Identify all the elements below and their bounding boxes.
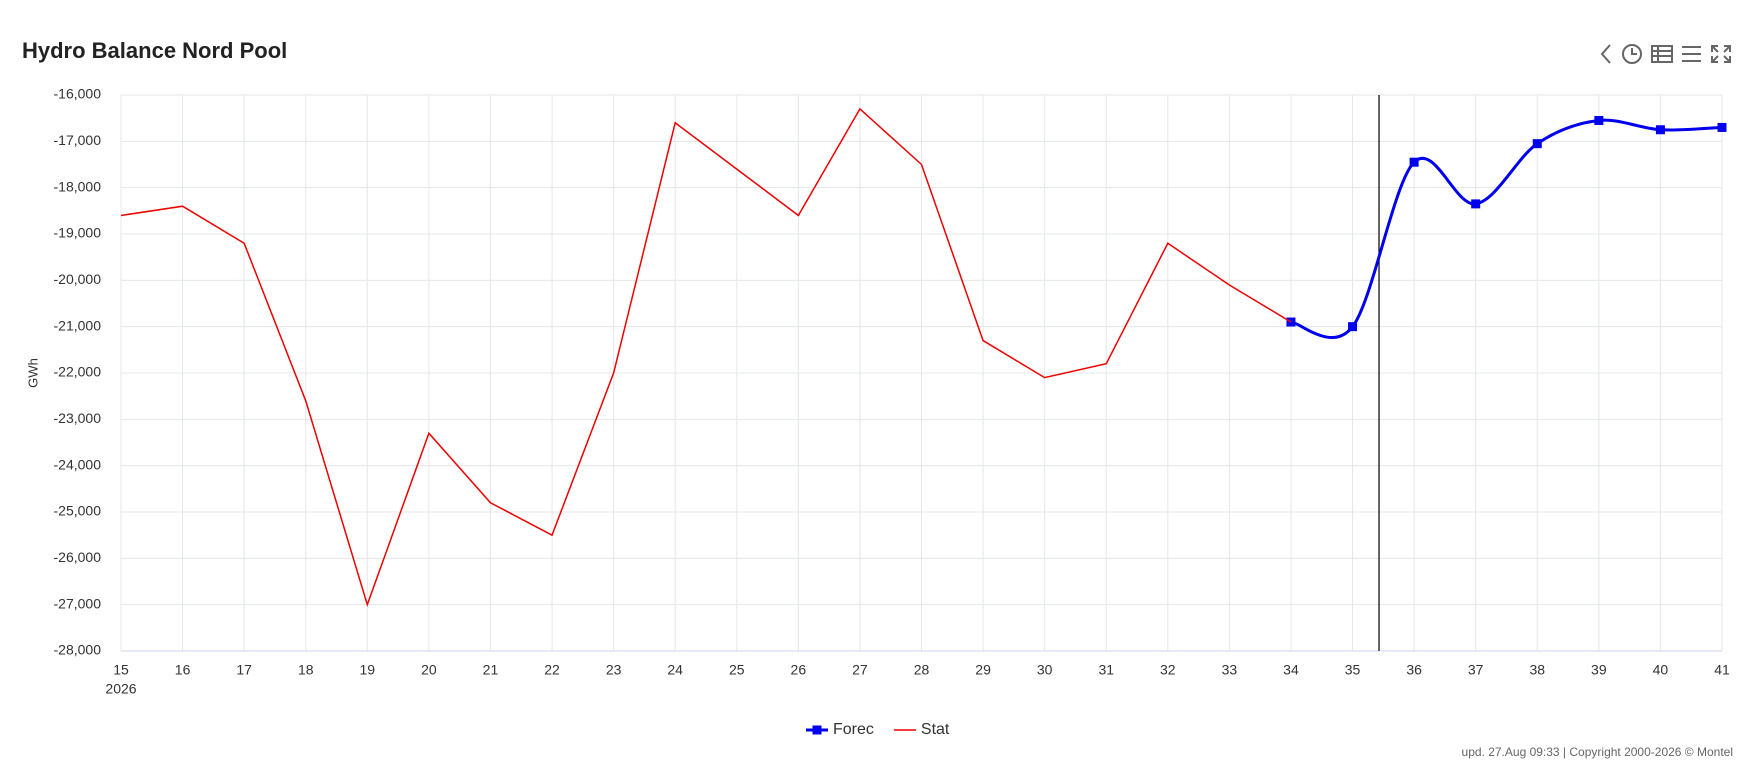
x-sublabel: 2026 bbox=[105, 681, 136, 697]
x-tick-label: 40 bbox=[1653, 662, 1669, 678]
point-marker bbox=[1409, 157, 1419, 167]
y-tick-label: -21,000 bbox=[54, 317, 102, 333]
toolbar[interactable] bbox=[1600, 44, 1731, 64]
x-tick-label: 16 bbox=[175, 662, 191, 678]
y-tick-label: -28,000 bbox=[54, 642, 102, 658]
x-tick-label: 31 bbox=[1098, 662, 1114, 678]
x-tick-label: 24 bbox=[667, 662, 683, 678]
y-tick-label: -19,000 bbox=[54, 225, 102, 241]
y-tick-label: -27,000 bbox=[54, 595, 102, 611]
x-tick-label: 20 bbox=[421, 662, 437, 678]
y-tick-label: -20,000 bbox=[54, 271, 102, 287]
x-tick-label: 34 bbox=[1283, 662, 1299, 678]
legend-label[interactable]: Forec bbox=[833, 721, 874, 738]
point-marker bbox=[1655, 125, 1665, 135]
x-tick-label: 22 bbox=[544, 662, 560, 678]
x-tick-label: 41 bbox=[1714, 662, 1730, 678]
point-marker bbox=[1348, 322, 1358, 332]
fullscreen-icon[interactable] bbox=[1711, 45, 1731, 63]
x-tick-label: 17 bbox=[236, 662, 252, 678]
x-tick-label: 25 bbox=[729, 662, 745, 678]
x-tick-label: 21 bbox=[483, 662, 499, 678]
x-tick-label: 35 bbox=[1345, 662, 1361, 678]
chart-title: Hydro Balance Nord Pool bbox=[22, 38, 287, 63]
legend-label[interactable]: Stat bbox=[921, 721, 950, 738]
legend-marker bbox=[812, 725, 822, 735]
x-tick-label: 27 bbox=[852, 662, 868, 678]
x-tick-label: 36 bbox=[1406, 662, 1422, 678]
menu-icon[interactable] bbox=[1682, 46, 1701, 62]
point-marker bbox=[1532, 139, 1542, 149]
y-tick-label: -16,000 bbox=[54, 86, 102, 102]
y-tick-label: -26,000 bbox=[54, 549, 102, 565]
x-tick-label: 19 bbox=[360, 662, 376, 678]
x-tick-label: 37 bbox=[1468, 662, 1484, 678]
series-line bbox=[120, 107, 1292, 608]
x-tick-label: 23 bbox=[606, 662, 622, 678]
x-tick-label: 30 bbox=[1037, 662, 1053, 678]
x-tick-label: 32 bbox=[1160, 662, 1176, 678]
x-tick-label: 33 bbox=[1222, 662, 1238, 678]
y-tick-label: -18,000 bbox=[54, 178, 102, 194]
y-tick-label: -24,000 bbox=[54, 456, 102, 472]
x-tick-label: 29 bbox=[975, 662, 991, 678]
point-marker bbox=[1717, 122, 1727, 132]
series-line bbox=[1290, 118, 1723, 340]
x-tick-label: 38 bbox=[1529, 662, 1545, 678]
back-icon[interactable] bbox=[1600, 44, 1611, 64]
x-tick-label: 15 bbox=[113, 662, 129, 678]
y-tick-label: -17,000 bbox=[54, 132, 102, 148]
table-icon[interactable] bbox=[1651, 45, 1673, 63]
y-tick-label: -22,000 bbox=[54, 364, 102, 380]
y-axis-label: GWh bbox=[25, 358, 40, 388]
y-tick-label: -23,000 bbox=[54, 410, 102, 426]
history-icon[interactable] bbox=[1622, 44, 1642, 64]
x-tick-label: 18 bbox=[298, 662, 314, 678]
point-marker bbox=[1471, 199, 1481, 209]
y-tick-label: -25,000 bbox=[54, 503, 102, 519]
point-marker bbox=[1594, 115, 1604, 125]
x-tick-label: 39 bbox=[1591, 662, 1607, 678]
x-tick-label: 26 bbox=[791, 662, 807, 678]
x-tick-label: 28 bbox=[914, 662, 930, 678]
footer: upd. 27.Aug 09:33 | Copyright 2000-2026 … bbox=[1462, 745, 1733, 759]
